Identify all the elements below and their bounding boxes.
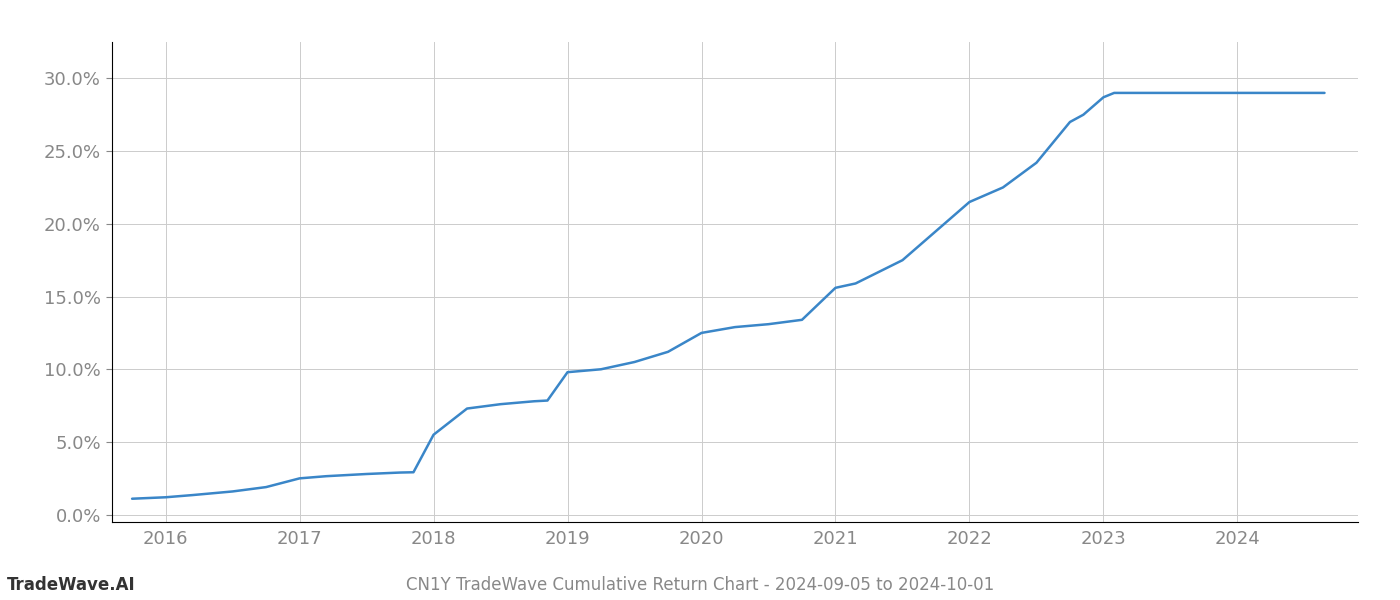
Text: CN1Y TradeWave Cumulative Return Chart - 2024-09-05 to 2024-10-01: CN1Y TradeWave Cumulative Return Chart -…	[406, 576, 994, 594]
Text: TradeWave.AI: TradeWave.AI	[7, 576, 136, 594]
